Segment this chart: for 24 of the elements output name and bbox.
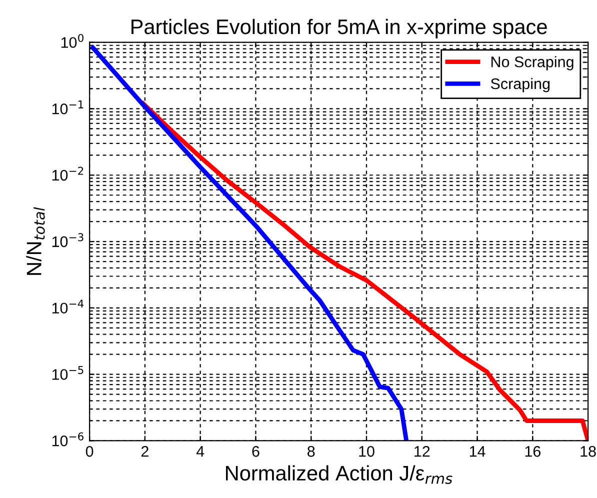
x-tick-label: 0 xyxy=(86,446,94,457)
x-tick-label: 12 xyxy=(414,446,430,457)
legend-label: No Scraping xyxy=(491,56,574,70)
line-series xyxy=(90,45,409,441)
x-tick-label: 2 xyxy=(141,446,148,457)
chart-title: Particles Evolution for 5mA in x-xprime space xyxy=(132,18,547,38)
line-series xyxy=(140,101,588,441)
x-axis-title: Normalized Action J/ε$_{rms}$ xyxy=(226,465,452,484)
x-tick-label: 6 xyxy=(252,446,260,457)
x-tick-label: 18 xyxy=(580,446,596,457)
legend-label: Scraping xyxy=(490,78,550,92)
y-tick-label: 10$^{−6}$ xyxy=(52,432,84,446)
y-tick-label: 10$^{0}$ xyxy=(61,34,84,48)
y-tick-label: 10$^{−4}$ xyxy=(52,300,84,314)
y-tick-label: 10$^{−5}$ xyxy=(52,366,84,380)
y-tick-label: 10$^{−1}$ xyxy=(52,100,84,114)
y-tick-label: 10$^{−3}$ xyxy=(52,233,84,248)
y-axis-title: N/N$_{total}$ xyxy=(26,207,45,275)
x-tick-label: 16 xyxy=(525,446,540,457)
x-tick-label: 4 xyxy=(196,446,204,457)
x-tick-label: 10 xyxy=(359,446,374,457)
y-tick-label: 10$^{−2}$ xyxy=(52,166,84,181)
x-tick-label: 8 xyxy=(308,446,315,457)
x-tick-label: 14 xyxy=(470,446,486,457)
